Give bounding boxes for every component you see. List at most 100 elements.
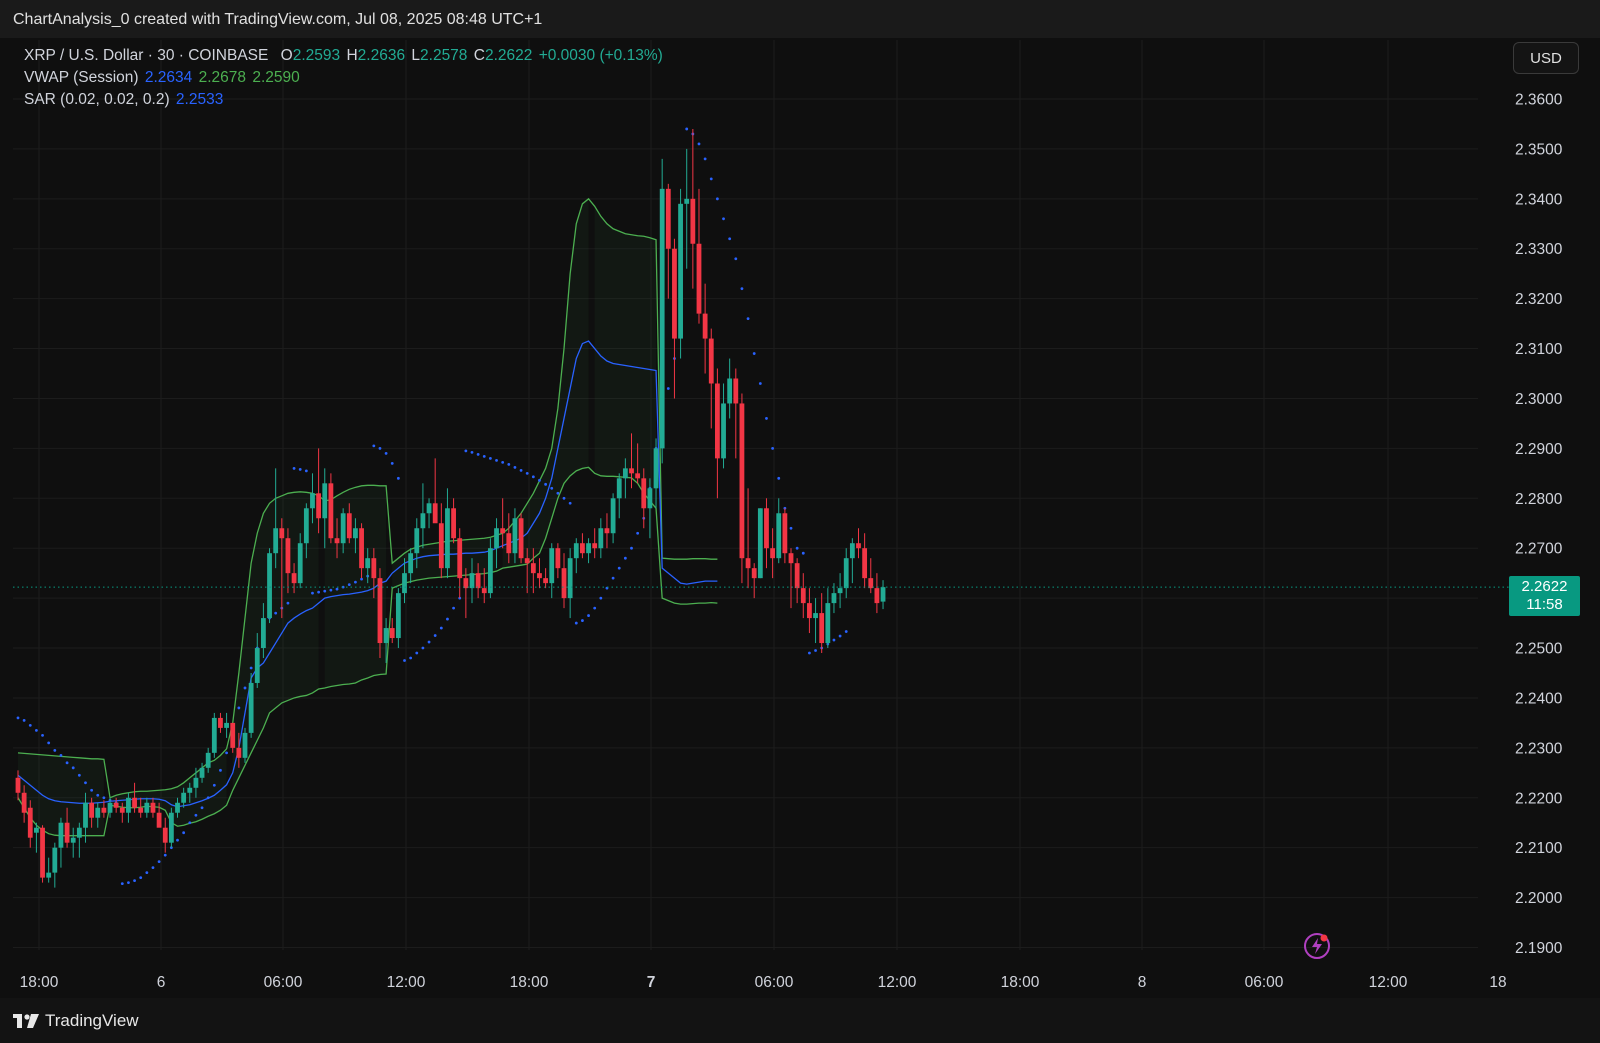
sar-dot: [53, 748, 57, 752]
price-chart[interactable]: 2.3600 2.3500 2.3400 2.3300 2.3200 2.3100 2.30…: [0, 0, 1600, 998]
legend-open-value: 2.2593: [292, 47, 341, 64]
candle: [242, 727, 248, 763]
candle-body: [788, 553, 794, 564]
candle-body: [831, 593, 837, 604]
sar-label: SAR (0.02, 0.02, 0.2): [24, 91, 170, 108]
candle-body: [518, 518, 524, 559]
candle-body: [586, 543, 591, 554]
sar-dot: [65, 761, 69, 765]
sar-dot: [697, 142, 701, 146]
sar-dot: [470, 450, 474, 454]
candle: [113, 797, 119, 813]
candle-body: [696, 243, 702, 314]
candle-body: [506, 533, 512, 554]
vwap-value: 2.2634: [144, 69, 193, 86]
tradingview-logo[interactable]: TradingView: [13, 1011, 139, 1031]
candle-body: [322, 483, 328, 519]
candle: [782, 508, 788, 564]
candle-body: [604, 528, 610, 534]
candle: [573, 538, 579, 574]
candle-body: [512, 518, 518, 554]
candle: [408, 548, 414, 584]
candle-body: [690, 198, 696, 244]
vwap-label: VWAP (Session): [24, 69, 139, 86]
candle: [813, 598, 818, 644]
candle-body: [224, 722, 229, 728]
price-tick-label: 2.3100: [1515, 341, 1563, 358]
sar-dot: [59, 753, 63, 757]
candle-body: [303, 508, 309, 544]
sar-value: 2.2533: [175, 91, 224, 108]
vwap-band-fill: [18, 752, 104, 836]
candle-body: [862, 548, 868, 579]
sar-dot: [525, 471, 529, 475]
sar-dot: [746, 317, 750, 321]
sar-dot: [531, 475, 535, 479]
lightning-icon[interactable]: [1302, 931, 1332, 961]
candle: [751, 563, 757, 599]
candle-body: [733, 378, 739, 404]
candle-body: [794, 563, 800, 589]
candle: [365, 548, 371, 584]
candle: [230, 722, 236, 753]
candle-body: [297, 543, 303, 584]
candle: [193, 767, 199, 798]
sar-dot: [102, 796, 106, 800]
sar-dot: [133, 879, 136, 883]
candle-body: [126, 797, 131, 813]
candle: [592, 528, 598, 559]
candle-body: [807, 603, 812, 619]
candle: [27, 800, 33, 848]
candle: [297, 533, 303, 589]
sar-dot: [145, 871, 149, 875]
sar-dot: [194, 813, 198, 817]
vwap-band-fill: [594, 206, 657, 509]
sar-dot: [304, 469, 308, 473]
sar-dot: [446, 617, 449, 621]
candle-body: [199, 767, 205, 778]
sar-dot: [666, 387, 670, 390]
candle-body: [537, 573, 542, 579]
time-tick-label: 06:00: [264, 974, 303, 991]
legend-vwap[interactable]: VWAP (Session) 2.2634 2.2678 2.2590: [24, 69, 302, 87]
candle: [95, 802, 101, 828]
candle: [733, 368, 739, 459]
sar-dot: [421, 646, 425, 650]
legend-sar[interactable]: SAR (0.02, 0.02, 0.2) 2.2533: [24, 91, 225, 109]
time-axis: 18:00 6 06:00 12:00 18:00 7 06:00 12:00 18:00 8 06…: [20, 974, 1507, 991]
price-tick-label: 2.3400: [1515, 191, 1563, 208]
time-tick-label: 18:00: [20, 974, 59, 991]
sar-dot: [200, 806, 204, 810]
candle: [764, 498, 769, 569]
sar-dot: [323, 589, 327, 593]
currency-button[interactable]: USD: [1513, 42, 1579, 74]
sar-dot: [16, 716, 20, 720]
sar-dot: [476, 452, 480, 456]
candle: [58, 817, 64, 868]
candle-body: [107, 802, 113, 813]
sar-dot: [212, 783, 216, 787]
legend-symbol[interactable]: XRP / U.S. Dollar · 30 · COINBASE: [24, 47, 269, 64]
sar-dot: [390, 461, 394, 465]
candle: [83, 792, 88, 843]
candle: [224, 712, 229, 738]
candle-body: [739, 403, 745, 559]
candle: [500, 498, 506, 549]
chart-area[interactable]: [0, 38, 1600, 998]
time-tick-label: 06:00: [1245, 974, 1284, 991]
candle-body: [684, 198, 690, 204]
sar-dot: [237, 706, 241, 710]
candle: [420, 483, 426, 549]
candle-body: [745, 558, 751, 569]
sar-dot: [127, 881, 130, 885]
candle: [132, 782, 137, 813]
sar-dot: [568, 501, 572, 505]
sar-dot: [771, 446, 775, 450]
candle: [218, 712, 223, 733]
sar-dot: [795, 546, 799, 550]
candle-body: [261, 618, 266, 649]
candle-body: [751, 568, 757, 579]
candle-body: [426, 503, 432, 514]
candle: [340, 508, 346, 554]
sar-dot: [703, 157, 707, 161]
